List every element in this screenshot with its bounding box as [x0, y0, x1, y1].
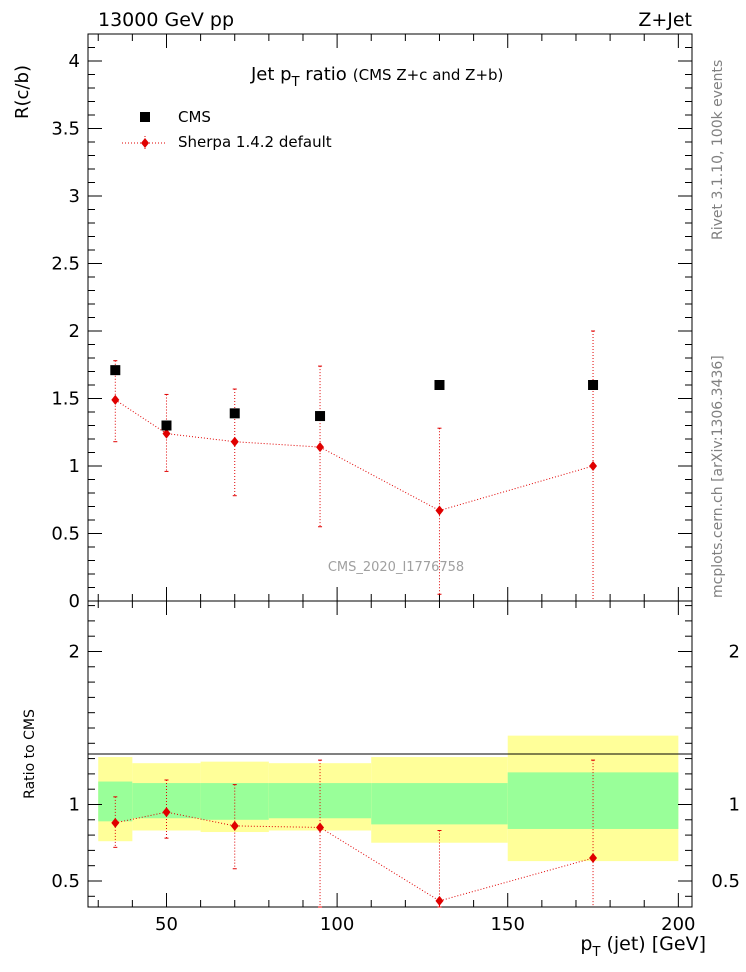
main-y-tick-label: 3.5 — [51, 119, 80, 140]
cms-point — [229, 408, 240, 419]
x-tick-label: 200 — [661, 914, 695, 935]
x-axis-label: pT (jet) [GeV] — [580, 933, 706, 960]
legend-sherpa-marker — [141, 138, 149, 148]
title-paren: (CMS Z+c and Z+b) — [353, 66, 504, 84]
xlabel-main: p — [580, 933, 592, 955]
main-ticks: 0 0.5 1 1.5 2 2.5 3 3.5 4 — [51, 33, 692, 612]
main-ylabel: R(c/b) — [12, 65, 33, 119]
sherpa-point — [316, 442, 325, 453]
ratio-y-tick-label: 2 — [69, 641, 80, 662]
plot-title: Jet pT ratio (CMS Z+c and Z+b) — [250, 64, 503, 90]
ratio-ticks: 50 100 150 200 0.5 0.5 1 1 2 2 — [51, 601, 740, 935]
ratio-panel: 50 100 150 200 0.5 0.5 1 1 2 2 Ratio to CMS pT (j… — [22, 600, 740, 960]
main-panel: 0 0.5 1 1.5 2 2.5 3 3.5 4 Jet pT ratio (CMS Z+c a… — [12, 33, 693, 612]
ratio-sherpa-point — [162, 807, 171, 818]
x-tick-label: 100 — [320, 914, 354, 935]
analysis-watermark: CMS_2020_I1776758 — [328, 560, 464, 575]
ratio-sherpa-point — [316, 822, 325, 833]
energy-label: 13000 GeV pp — [98, 9, 234, 31]
legend-cms-label: CMS — [178, 108, 211, 126]
main-y-tick-label: 0.5 — [51, 524, 80, 545]
cms-point — [315, 411, 326, 422]
main-y-tick-label: 2.5 — [51, 254, 80, 275]
xlabel-rest: (jet) [GeV] — [600, 933, 706, 955]
cms-point — [588, 380, 599, 390]
ratio-sherpa-point — [111, 817, 120, 828]
ratio-sherpa-point — [435, 895, 444, 906]
cms-point — [110, 365, 121, 376]
sherpa-point — [589, 461, 598, 471]
main-y-tick-label: 3 — [69, 186, 80, 207]
title-rest: ratio — [300, 64, 347, 85]
title-sub: T — [291, 75, 300, 90]
ratio-y-tick-label-right: 1 — [729, 794, 740, 815]
main-marks — [110, 330, 599, 602]
ratio-sherpa-point — [230, 820, 239, 831]
ratio-frame — [87, 600, 693, 908]
sherpa-line — [115, 399, 594, 512]
sherpa-point — [230, 436, 239, 447]
main-y-tick-label: 4 — [69, 51, 80, 72]
x-tick-label: 150 — [491, 914, 525, 935]
ratio-y-tick-label-right: 2 — [729, 641, 740, 662]
main-y-tick-label: 2 — [69, 321, 80, 342]
ratio-y-tick-label-right: 0.5 — [711, 871, 740, 892]
ratio-ylabel: Ratio to CMS — [22, 709, 38, 799]
legend-sherpa-label: Sherpa 1.4.2 default — [178, 133, 332, 151]
band-inner — [268, 783, 372, 819]
ratio-sherpa-point — [589, 853, 598, 864]
main-y-tick-label: 1.5 — [51, 389, 80, 410]
legend-cms-marker — [140, 112, 150, 122]
cms-point — [434, 380, 445, 390]
band-inner — [98, 781, 133, 822]
mcplots-label: mcplots.cern.ch [arXiv:1306.3436] — [710, 355, 726, 598]
cms-point — [161, 420, 172, 431]
x-tick-label: 50 — [155, 914, 178, 935]
main-y-tick-label: 0 — [69, 591, 80, 612]
rivet-version-label: Rivet 3.1.10, 100k events — [710, 60, 726, 240]
sherpa-point — [435, 505, 444, 516]
sherpa-point — [162, 428, 171, 439]
main-y-tick-label: 1 — [69, 456, 80, 477]
title-main: Jet p — [250, 64, 292, 85]
ratio-y-tick-label: 0.5 — [51, 871, 80, 892]
legend: CMS Sherpa 1.4.2 default — [122, 108, 332, 151]
process-label: Z+Jet — [638, 9, 692, 31]
ratio-y-tick-label: 1 — [69, 794, 80, 815]
ratio-marks — [111, 759, 598, 908]
band-inner — [371, 783, 508, 825]
xlabel-sub: T — [591, 945, 600, 960]
band-inner — [200, 783, 269, 820]
sherpa-point — [111, 394, 120, 405]
